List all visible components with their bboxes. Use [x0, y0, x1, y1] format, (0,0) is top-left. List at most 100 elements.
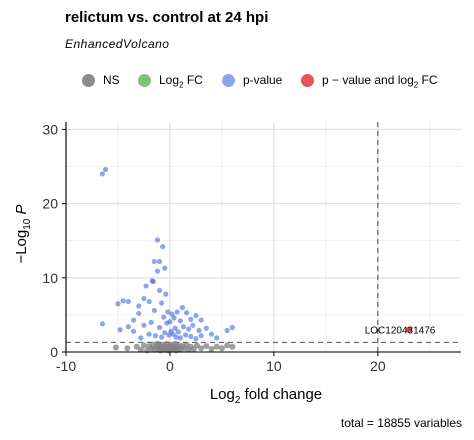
point-pvalue — [159, 300, 165, 306]
point-pvalue — [125, 298, 131, 305]
point-ns — [218, 345, 225, 352]
point-pvalue — [193, 336, 199, 342]
point-ns — [203, 343, 210, 350]
point-pvalue — [146, 298, 152, 305]
point-ns — [208, 346, 215, 353]
point-pvalue — [154, 268, 161, 274]
point-ns — [198, 345, 205, 352]
legend-label-pvalue: p-value — [243, 73, 283, 87]
point-pvalue — [203, 325, 209, 331]
point-pvalue — [229, 324, 235, 331]
point-pvalue — [193, 313, 199, 319]
point-pvalue — [156, 258, 163, 265]
legend-key-pvalue — [222, 74, 235, 87]
point-ns — [229, 343, 236, 350]
point-pvalue — [141, 295, 147, 302]
point-pvalue — [130, 328, 137, 334]
point-pvalue — [143, 283, 149, 289]
point-pvalue — [138, 335, 144, 341]
annotation-label: LOC120431476 — [365, 326, 436, 337]
point-pvalue — [173, 334, 179, 340]
point-pvalue — [174, 309, 180, 315]
legend-label-pvalue-and-log2fc: p − value and log2 FC — [322, 73, 438, 90]
point-pvalue — [214, 335, 220, 341]
point-pvalue — [177, 335, 183, 341]
point-ns — [193, 342, 200, 349]
point-ns — [112, 344, 119, 351]
point-pvalue — [159, 334, 165, 340]
point-ns — [140, 342, 147, 349]
point-pvalue — [156, 287, 163, 294]
legend-key-pvalue-and-log2fc — [301, 74, 314, 87]
axes — [62, 122, 461, 356]
point-pvalue — [130, 317, 137, 323]
point-pvalue — [160, 244, 166, 250]
chart-subtitle: EnhancedVolcano — [65, 37, 170, 51]
y-tick-label: 10 — [42, 270, 58, 286]
x-tick-label: 0 — [166, 358, 174, 374]
x-tick-label: 20 — [370, 358, 386, 374]
chart-title: relictum vs. control at 24 hpi — [65, 9, 269, 26]
point-pvalue — [115, 301, 121, 307]
legend-label-ns: NS — [103, 73, 120, 87]
point-pvalue — [156, 324, 163, 331]
point-pvalue — [117, 327, 123, 333]
point-pvalue — [161, 314, 167, 320]
point-pvalue — [208, 331, 215, 337]
point-ns — [124, 345, 131, 352]
point-pvalue — [141, 322, 147, 328]
point-pvalue — [162, 330, 168, 336]
point-pvalue — [175, 329, 181, 335]
threshold-lines — [66, 122, 461, 352]
point-pvalue — [151, 307, 157, 314]
data-points — [99, 166, 413, 354]
point-pvalue — [198, 317, 204, 323]
point-pvalue — [102, 166, 109, 173]
point-pvalue — [183, 310, 190, 316]
point-pvalue — [190, 322, 196, 328]
point-pvalue — [148, 319, 154, 325]
point-pvalue — [136, 303, 142, 309]
point-pvalue — [198, 333, 204, 339]
point-pvalue — [149, 278, 155, 284]
point-pvalue — [154, 237, 161, 243]
point-pvalue — [182, 332, 189, 338]
point-pvalue — [188, 333, 194, 340]
legend-key-ns — [82, 74, 95, 87]
point-pvalue — [125, 324, 131, 330]
point-pvalue — [136, 310, 142, 317]
point-pvalue — [165, 309, 171, 315]
caption: total = 18855 variables — [340, 416, 462, 430]
point-ns — [133, 343, 140, 350]
point-pvalue — [171, 315, 177, 321]
point-pvalue — [163, 291, 169, 297]
point-pvalue — [146, 331, 152, 337]
point-pvalue — [152, 333, 158, 339]
point-pvalue — [177, 318, 183, 324]
point-pvalue — [99, 321, 105, 327]
point-pvalue — [172, 325, 178, 331]
y-axis-label: −Log10 P — [13, 204, 33, 263]
point-pvalue — [99, 171, 105, 177]
legend-key-log2fc — [138, 74, 151, 87]
point-pvalue — [196, 327, 202, 334]
point-pvalue — [120, 298, 126, 304]
point-pvalue — [224, 327, 230, 334]
y-tick-label: 0 — [50, 344, 58, 360]
point-pvalue — [179, 304, 186, 311]
x-tick-label: 10 — [266, 358, 282, 374]
point-pvalue — [162, 265, 168, 271]
point-pvalue — [151, 258, 157, 265]
annotations: LOC120431476 — [365, 326, 436, 337]
point-ns — [213, 343, 220, 350]
point-pvalue — [186, 326, 192, 332]
point-pvalue — [188, 316, 194, 322]
y-tick-label: 20 — [42, 196, 58, 212]
point-pvalue — [180, 324, 187, 330]
point-ns — [224, 342, 231, 349]
point-ns — [137, 346, 144, 353]
legend-label-log2fc: Log2 FC — [159, 73, 203, 90]
point-pvalue-and-log2fc — [406, 326, 413, 333]
